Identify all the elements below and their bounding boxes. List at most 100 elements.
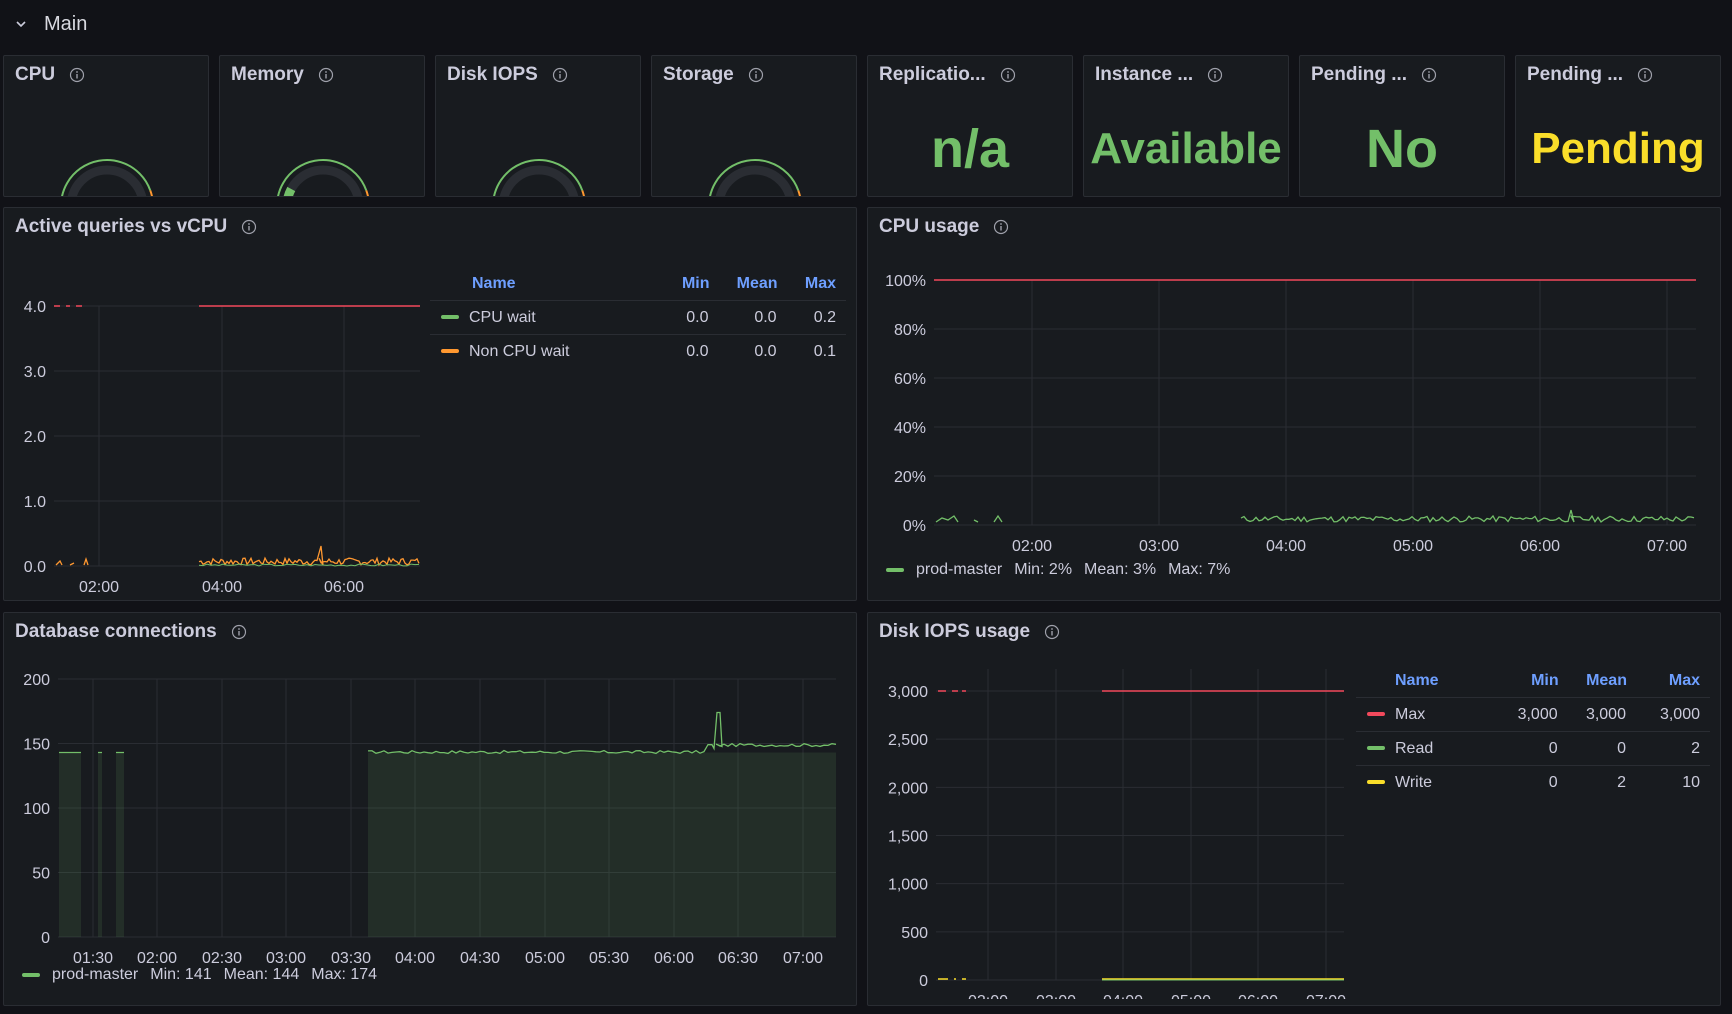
panel-title: Replicatio... [879, 64, 986, 85]
x-tick-label: 02:00 [1012, 538, 1052, 555]
panel-title: Pending ... [1311, 64, 1408, 85]
y-tick-label: 1,500 [888, 829, 928, 846]
stat-panel[interactable]: Disk IOPS 0% [435, 55, 641, 197]
col-mean[interactable]: Mean [736, 275, 778, 292]
gauge-threshold-ok [61, 159, 152, 196]
legend-swatch [1367, 712, 1385, 717]
info-icon[interactable] [1044, 624, 1060, 640]
stat-panel[interactable]: Pending ... Pending [1515, 55, 1721, 197]
info-icon[interactable] [69, 67, 85, 83]
cpu-usage-chart[interactable]: 100% 80% 60% 40% 20% 0% 02:00 03:00 04:00 05:00 06… [868, 254, 1718, 574]
y-tick-label: 40% [894, 420, 926, 437]
active-queries-chart[interactable]: 4.0 3.0 2.0 1.0 0.0 02:00 04:00 06:00 [4, 254, 424, 594]
panel-title: Memory [231, 64, 304, 85]
x-tick-label: 03:30 [331, 950, 371, 967]
x-tick-label: 06:00 [1238, 993, 1278, 999]
disk-iops-chart[interactable]: 3,000 2,500 2,000 1,500 1,000 500 0 02:00 03:00 0… [868, 659, 1348, 999]
panel-title: CPU usage [879, 216, 980, 237]
panel-title: Database connections [15, 621, 217, 642]
y-tick-label: 100% [885, 273, 926, 290]
y-tick-label: 3.0 [24, 364, 46, 381]
y-tick-label: 1.0 [24, 494, 46, 511]
series-line-prod-master [935, 509, 1695, 524]
info-icon[interactable] [318, 67, 334, 83]
x-tick-label: 06:30 [718, 950, 758, 967]
panel-title: Instance ... [1095, 64, 1194, 85]
info-icon[interactable] [1637, 67, 1653, 83]
y-tick-label: 2,500 [888, 732, 928, 749]
legend-max: Max: 7% [1168, 561, 1231, 578]
legend-min: 3,000 [1490, 697, 1559, 732]
legend[interactable]: prod-master Min: 141 Mean: 144 Max: 174 [18, 966, 377, 984]
info-icon[interactable] [1421, 67, 1437, 83]
x-tick-label: 07:00 [1647, 538, 1687, 555]
info-icon[interactable] [241, 219, 257, 235]
row-header-main[interactable]: Main [0, 0, 1732, 48]
col-min[interactable]: Min [1531, 672, 1559, 689]
gauge: 3% [61, 159, 153, 196]
y-tick-label: 2,000 [888, 780, 928, 797]
y-tick-label: 20% [894, 469, 926, 486]
stat-panel[interactable]: Instance ... Available [1083, 55, 1289, 197]
legend-row[interactable]: Non CPU wait 0.0 0.0 0.1 [430, 334, 846, 368]
legend-min: 0 [1490, 765, 1559, 799]
legend-mean: Mean: 144 [223, 966, 300, 983]
panel-title: Storage [663, 64, 734, 85]
legend-row[interactable]: CPU wait 0.0 0.0 0.2 [430, 300, 846, 335]
x-tick-label: 07:00 [783, 950, 823, 967]
legend-mean: 2 [1558, 765, 1627, 799]
info-icon[interactable] [748, 67, 764, 83]
stat-panel[interactable]: Pending ... No [1299, 55, 1505, 197]
legend-mean: Mean: 3% [1084, 561, 1157, 578]
legend-series-name: prod-master [52, 966, 139, 983]
x-tick-label: 03:00 [1036, 993, 1076, 999]
stat-panel[interactable]: Memory 28% [219, 55, 425, 197]
legend-mean: 0 [1558, 731, 1627, 766]
gauge-value-arc [283, 186, 296, 196]
col-name[interactable]: Name [472, 275, 516, 292]
legend-row[interactable]: Write 0 2 10 [1356, 765, 1710, 799]
legend-mean: 0.0 [709, 334, 778, 368]
stat-panel[interactable]: Replicatio... n/a [867, 55, 1073, 197]
stat-panel[interactable]: CPU 3% [3, 55, 209, 197]
x-tick-label: 05:00 [1393, 538, 1433, 555]
gauge-track [67, 165, 147, 196]
legend-swatch [886, 568, 904, 572]
info-icon[interactable] [552, 67, 568, 83]
y-tick-label: 200 [23, 672, 50, 689]
y-tick-label: 0 [919, 973, 928, 990]
x-tick-label: 05:00 [525, 950, 565, 967]
legend-row[interactable]: Read 0 0 2 [1356, 731, 1710, 766]
panel-disk-iops-usage[interactable]: Disk IOPS usage 3,000 2,500 2,000 1,500 1,00… [867, 612, 1721, 1006]
col-mean[interactable]: Mean [1586, 672, 1627, 689]
stat-panel[interactable]: Storage 5% [651, 55, 857, 197]
legend-max: Max: 174 [311, 966, 378, 983]
x-tick-label: 03:00 [266, 950, 306, 967]
legend-row[interactable]: Max 3,000 3,000 3,000 [1356, 697, 1710, 732]
legend[interactable]: prod-master Min: 2% Mean: 3% Max: 7% [882, 561, 1230, 579]
legend-min: Min: 141 [150, 966, 212, 983]
col-min[interactable]: Min [681, 275, 710, 292]
info-icon[interactable] [1000, 67, 1016, 83]
col-max[interactable]: Max [804, 275, 836, 292]
col-max[interactable]: Max [1668, 672, 1700, 689]
col-name[interactable]: Name [1395, 672, 1439, 689]
info-icon[interactable] [993, 219, 1009, 235]
x-tick-label: 06:00 [1520, 538, 1560, 555]
info-icon[interactable] [1207, 67, 1223, 83]
legend-table: Name Min Mean Max Max 3,000 3,000 3,000 Read… [1356, 665, 1710, 799]
panel-cpu-usage[interactable]: CPU usage 100% 80% 60% 40% 20% 0% 02:00 03:00 04… [867, 207, 1721, 601]
panel-active-queries[interactable]: Active queries vs vCPU 4.0 3.0 2.0 1.0 0.0 02… [3, 207, 857, 601]
legend-swatch [1367, 780, 1385, 785]
info-icon[interactable] [231, 624, 247, 640]
series-area [368, 752, 836, 937]
legend-max: 0.1 [777, 334, 846, 368]
database-connections-chart[interactable]: 200 150 100 50 0 01:30 02:00 02:30 03:00 03:30 04:… [4, 659, 854, 977]
stat-value: No [1366, 119, 1438, 179]
panel-title: Active queries vs vCPU [15, 216, 228, 237]
gauge: 5% [709, 159, 801, 196]
chevron-down-icon[interactable] [14, 17, 28, 31]
panel-database-connections[interactable]: Database connections 200 150 100 50 0 01:30 02… [3, 612, 857, 1006]
gauge-threshold-warn [797, 190, 801, 196]
gauge-threshold-ok [493, 159, 584, 196]
